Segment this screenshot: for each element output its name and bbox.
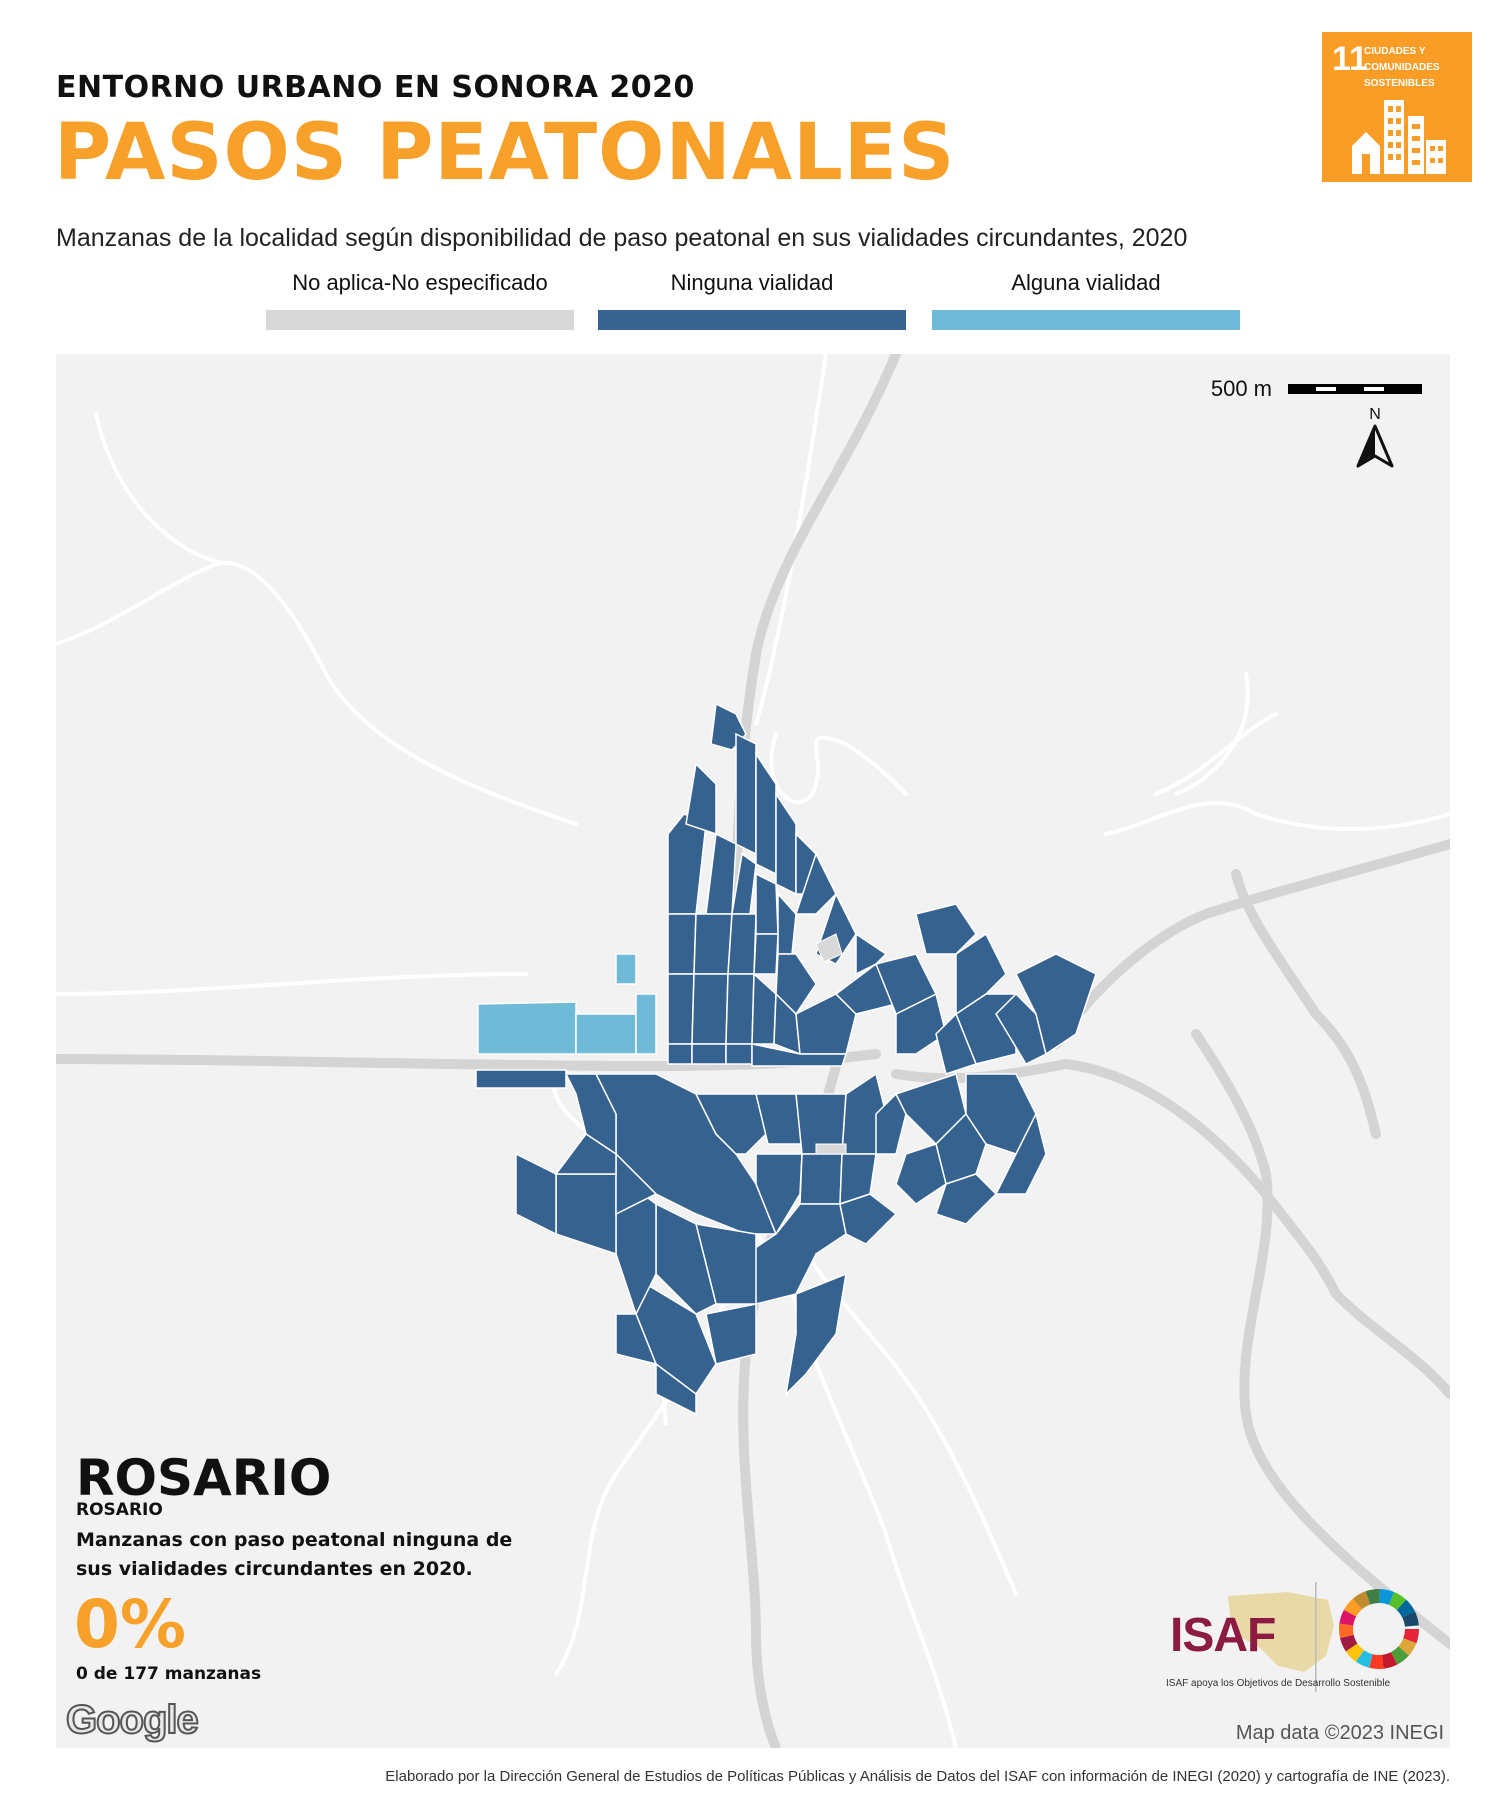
sdg-wheel-icon	[1339, 1589, 1419, 1669]
indicator-count: 0 de 177 manzanas	[76, 1664, 262, 1684]
sdg-text: CIUDADES Y COMUNIDADES SOSTENIBLES	[1364, 46, 1440, 89]
divider-line	[1315, 1582, 1317, 1692]
blocks-alguna	[477, 953, 657, 1055]
sdg-11-badge: 11 CIUDADES Y COMUNIDADES SOSTENIBLES	[1322, 32, 1472, 182]
municipality-name: ROSARIO	[76, 1500, 163, 1520]
legend-label: No aplica-No especificado	[292, 270, 548, 295]
city-icon	[1352, 100, 1446, 174]
map-canvas[interactable]	[56, 354, 1450, 1748]
sdg-number: 11	[1332, 40, 1368, 78]
indicator-description: Manzanas con paso peatonal ninguna de su…	[76, 1529, 513, 1580]
locality-name: ROSARIO	[76, 1449, 332, 1507]
blocks-no-aplica	[815, 933, 847, 1155]
isaf-wordmark: ISAF	[1170, 1609, 1276, 1662]
legend-swatch	[932, 310, 1240, 330]
legend-swatch	[266, 310, 574, 330]
north-arrow-icon	[1356, 424, 1394, 468]
subtitle: Manzanas de la localidad según disponibi…	[56, 224, 1188, 252]
map[interactable]: 500 m N ROSARIO ROSARIO Manzanas con pas…	[56, 354, 1450, 1748]
isaf-logo-block: ISAF	[1158, 1582, 1448, 1702]
scale-label: 500 m	[1210, 376, 1272, 401]
scale-bar-graphic	[1288, 384, 1422, 394]
main-title: PASOS PEATONALES	[54, 108, 956, 198]
indicator-percent: 0%	[74, 1586, 187, 1663]
legend-label: Alguna vialidad	[1011, 270, 1161, 295]
legend-item-ninguna: Ninguna vialidad	[598, 270, 906, 330]
footer-credit: Elaborado por la Dirección General de Es…	[385, 1768, 1450, 1785]
blocks-ninguna	[475, 702, 1097, 1416]
legend-swatch	[598, 310, 906, 330]
legend-item-alguna: Alguna vialidad	[932, 270, 1240, 330]
scale-bar: 500 m	[1211, 376, 1422, 402]
isaf-caption: ISAF apoya los Objetivos de Desarrollo S…	[1166, 1678, 1391, 1689]
kicker-title: ENTORNO URBANO EN SONORA 2020	[56, 70, 695, 105]
north-arrow: N	[1354, 406, 1396, 474]
legend-label: Ninguna vialidad	[670, 270, 834, 295]
legend-item-no-aplica: No aplica-No especificado	[266, 270, 574, 330]
google-logo: Google	[65, 1697, 200, 1743]
north-label: N	[1369, 406, 1381, 423]
map-attribution: Map data ©2023 INEGI	[1235, 1722, 1444, 1744]
sonora-map-icon	[1228, 1592, 1334, 1672]
